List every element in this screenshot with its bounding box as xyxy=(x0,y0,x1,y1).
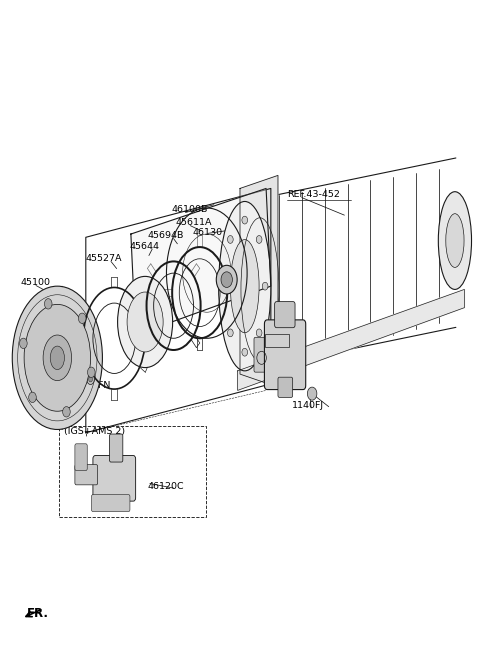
Circle shape xyxy=(242,216,248,224)
FancyBboxPatch shape xyxy=(109,434,123,462)
FancyBboxPatch shape xyxy=(264,320,306,390)
Circle shape xyxy=(256,236,262,243)
Circle shape xyxy=(29,392,36,403)
Ellipse shape xyxy=(446,214,464,267)
FancyBboxPatch shape xyxy=(75,464,97,485)
FancyBboxPatch shape xyxy=(75,444,87,470)
Ellipse shape xyxy=(438,192,471,290)
Polygon shape xyxy=(240,175,278,387)
Text: 1140FJ: 1140FJ xyxy=(292,401,324,410)
Text: 45527A: 45527A xyxy=(86,254,122,263)
Text: (IGS+AMS 2): (IGS+AMS 2) xyxy=(63,427,125,436)
Text: 46100B: 46100B xyxy=(171,206,207,214)
Text: 45100: 45100 xyxy=(21,279,51,287)
Text: 45644: 45644 xyxy=(130,242,160,251)
Text: 1140FN: 1140FN xyxy=(75,381,112,390)
Circle shape xyxy=(228,236,233,243)
Text: 45694B: 45694B xyxy=(147,231,184,240)
Ellipse shape xyxy=(230,240,259,332)
Circle shape xyxy=(87,367,95,378)
Circle shape xyxy=(87,374,95,384)
Ellipse shape xyxy=(127,292,163,352)
Bar xyxy=(59,426,206,518)
Ellipse shape xyxy=(12,286,102,430)
Circle shape xyxy=(216,265,237,294)
Circle shape xyxy=(262,283,268,290)
FancyBboxPatch shape xyxy=(278,377,293,397)
Circle shape xyxy=(228,329,233,337)
Circle shape xyxy=(45,299,52,309)
Ellipse shape xyxy=(118,277,173,367)
Ellipse shape xyxy=(50,346,64,369)
Polygon shape xyxy=(238,290,465,390)
Polygon shape xyxy=(131,189,271,335)
FancyBboxPatch shape xyxy=(254,337,269,372)
Circle shape xyxy=(63,407,70,417)
Circle shape xyxy=(221,272,232,288)
Circle shape xyxy=(242,348,248,356)
Text: REF.43-452: REF.43-452 xyxy=(288,191,340,200)
Ellipse shape xyxy=(219,202,271,371)
Circle shape xyxy=(256,329,262,337)
Circle shape xyxy=(20,338,27,349)
Text: FR.: FR. xyxy=(26,607,48,620)
FancyBboxPatch shape xyxy=(93,455,136,501)
Text: 46120C: 46120C xyxy=(147,482,184,491)
Circle shape xyxy=(222,283,227,290)
Ellipse shape xyxy=(24,304,91,411)
Text: 45611A: 45611A xyxy=(175,219,212,227)
Circle shape xyxy=(78,313,86,323)
FancyBboxPatch shape xyxy=(92,495,130,512)
FancyBboxPatch shape xyxy=(275,302,295,328)
Circle shape xyxy=(307,387,317,400)
Text: 46131C: 46131C xyxy=(266,334,303,343)
Ellipse shape xyxy=(43,335,72,380)
Ellipse shape xyxy=(58,286,66,430)
Text: 46130: 46130 xyxy=(192,227,223,237)
Circle shape xyxy=(89,376,93,382)
Text: 46110: 46110 xyxy=(266,321,296,330)
Bar xyxy=(265,334,289,347)
